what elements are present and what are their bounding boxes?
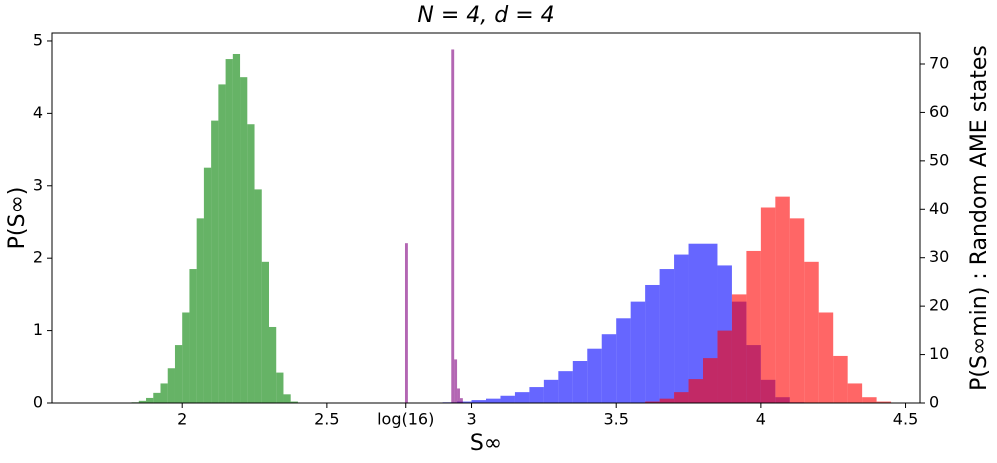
x-tick-label: 3: [466, 410, 476, 429]
bar: [254, 189, 262, 403]
plot-frame: [51, 32, 921, 404]
bar: [645, 401, 660, 403]
y2-tick-label: 30: [929, 247, 949, 266]
x-tick-label: 2: [177, 410, 187, 429]
bar: [269, 326, 277, 403]
bar: [731, 294, 747, 403]
bar: [290, 401, 298, 403]
y2-tick-label: 50: [929, 150, 949, 169]
chart-title: N = 4, d = 4: [417, 3, 554, 28]
bar: [182, 312, 190, 403]
bar: [160, 383, 168, 403]
bar: [688, 379, 703, 403]
bar: [514, 392, 530, 403]
x-tick-label: 4.5: [893, 410, 918, 429]
y2-tick-label: 40: [929, 199, 949, 218]
bar: [451, 49, 455, 403]
bar: [196, 218, 204, 403]
bar: [717, 330, 732, 403]
bar: [558, 371, 573, 403]
y2-tick-label: 20: [929, 296, 949, 315]
bar: [616, 318, 631, 403]
bar: [818, 312, 834, 403]
bar: [247, 124, 255, 403]
y-axis-label: P(S∞): [5, 187, 30, 250]
bar: [218, 84, 226, 404]
bar: [240, 77, 248, 403]
bar: [789, 218, 805, 403]
bar: [601, 334, 617, 403]
bar: [146, 397, 154, 403]
x-tick-label: log(16): [377, 410, 434, 429]
bar: [543, 379, 559, 403]
bar: [457, 401, 472, 403]
y-tick-label: 0: [33, 393, 43, 412]
bar: [457, 388, 460, 403]
bar: [659, 269, 675, 403]
bar: [203, 167, 212, 403]
bar: [876, 401, 892, 403]
y-tick-label: 1: [33, 320, 43, 339]
bar: [471, 400, 486, 403]
y2-tick-label: 10: [929, 344, 949, 363]
bar: [688, 243, 703, 403]
bar: [529, 387, 544, 403]
bar: [587, 348, 602, 403]
bar: [862, 397, 877, 403]
bar: [746, 250, 761, 403]
y2-tick-label: 70: [929, 53, 949, 72]
bar: [225, 59, 233, 404]
bar: [572, 361, 588, 403]
x-axis-label: S∞: [470, 431, 502, 456]
bar: [775, 196, 790, 403]
bar: [232, 53, 241, 403]
bar: [703, 358, 718, 403]
bar: [454, 359, 458, 403]
bar: [261, 261, 269, 403]
x-tick-label: 2.5: [314, 410, 339, 429]
bar: [847, 383, 863, 403]
bar: [459, 398, 463, 403]
bar: [138, 400, 147, 403]
bar: [211, 120, 219, 404]
bar: [189, 269, 197, 403]
bar: [174, 345, 183, 403]
bar: [659, 398, 675, 403]
y-tick-label: 2: [33, 248, 43, 267]
y-tick-label: 3: [33, 175, 43, 194]
bar: [630, 301, 646, 403]
bar: [404, 243, 408, 403]
bar: [645, 284, 660, 403]
bar: [760, 207, 776, 403]
x-tick-label: 3.5: [603, 410, 628, 429]
bar: [804, 261, 819, 403]
y-tick-label: 4: [33, 103, 43, 122]
bar: [833, 355, 848, 403]
y2-tick-label: 0: [929, 393, 939, 412]
x-tick-label: 4: [756, 410, 766, 429]
y2-tick-label: 60: [929, 102, 949, 121]
bar: [674, 392, 689, 403]
bar: [283, 394, 291, 403]
bar: [276, 372, 284, 403]
bar: [486, 398, 501, 403]
y2-axis-label: P(S∞min) : Random AME states: [967, 45, 992, 391]
bar: [674, 254, 689, 403]
y-tick-label: 5: [33, 30, 43, 49]
bar: [153, 392, 161, 403]
bar: [500, 395, 515, 403]
bar: [167, 368, 175, 403]
